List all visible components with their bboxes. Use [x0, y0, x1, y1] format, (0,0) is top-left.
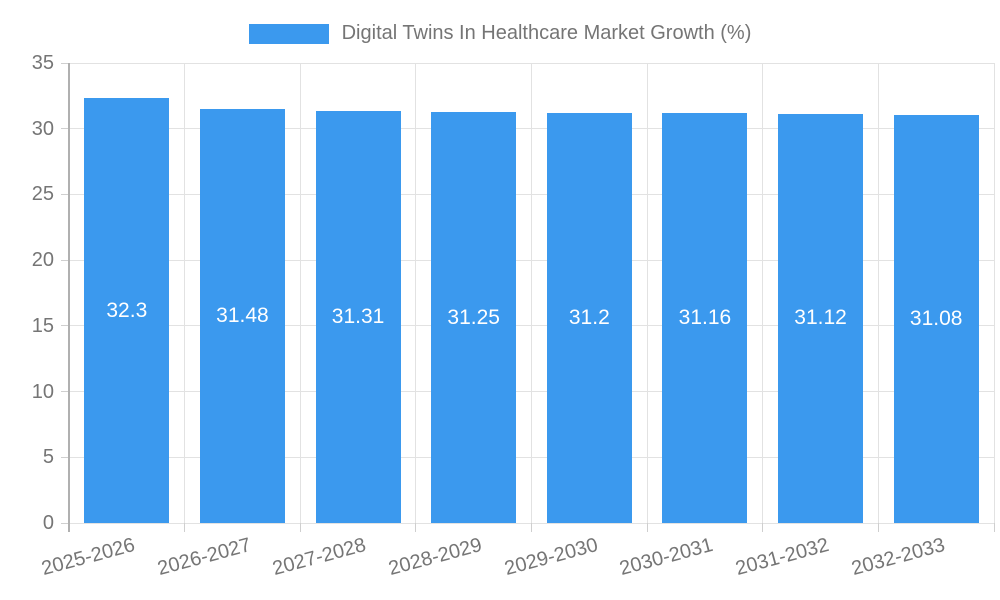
legend-swatch	[248, 23, 329, 44]
gridline-vertical	[299, 63, 301, 523]
bar-value-label: 32.3	[106, 298, 148, 322]
x-axis-tick-label: 2027-2028	[270, 534, 369, 581]
bar	[893, 114, 979, 523]
bar-value-label: 31.25	[447, 305, 500, 329]
y-axis-tick	[61, 62, 69, 64]
bar	[84, 98, 170, 523]
bar	[662, 113, 748, 523]
x-axis-tick-label: 2030-2031	[617, 534, 716, 581]
bar	[778, 113, 864, 523]
x-axis-tick	[646, 523, 648, 532]
y-axis-tick-label: 25	[31, 183, 54, 206]
gridline-vertical	[646, 63, 648, 523]
gridline-vertical	[762, 63, 764, 523]
y-axis-line	[68, 63, 70, 532]
y-axis-tick-label: 30	[31, 117, 54, 140]
y-axis-tick	[61, 193, 69, 195]
bar-value-label: 31.2	[568, 305, 610, 329]
y-axis-tick	[61, 128, 69, 130]
x-axis-tick	[877, 523, 879, 532]
bar-value-label: 31.08	[909, 306, 963, 330]
y-axis-tick-label: 5	[42, 446, 54, 469]
gridline-vertical	[877, 63, 879, 523]
gridline-vertical	[993, 63, 995, 523]
y-axis-tick	[61, 456, 69, 458]
bar	[431, 112, 517, 523]
x-axis-tick-label: 2026-2027	[155, 534, 254, 581]
bar-value-label: 31.12	[794, 306, 847, 330]
gridline-vertical	[415, 63, 417, 523]
bar	[546, 112, 632, 523]
y-axis-tick-label: 15	[31, 314, 54, 337]
bar-value-label: 31.16	[678, 306, 732, 330]
x-axis-tick	[415, 523, 417, 532]
x-axis-tick-label: 2032-2033	[848, 534, 947, 581]
x-axis-tick-label: 2028-2029	[386, 534, 485, 581]
y-axis-tick-label: 20	[31, 249, 54, 272]
x-axis-tick	[531, 523, 532, 532]
x-axis-tick-label: 2025-2026	[39, 534, 138, 581]
y-axis-tick	[61, 522, 69, 524]
gridline-vertical	[531, 63, 532, 523]
bar-value-label: 31.31	[331, 305, 385, 329]
y-axis-tick	[61, 259, 69, 261]
gridline-vertical	[184, 63, 186, 523]
legend-label: Digital Twins In Healthcare Market Growt…	[341, 22, 752, 44]
x-axis-tick	[993, 523, 995, 532]
x-axis-tick-label: 2031-2032	[733, 534, 832, 581]
y-axis-tick	[61, 325, 69, 327]
chart-legend[interactable]: Digital Twins In Healthcare Market Growt…	[0, 22, 1000, 45]
y-axis-tick	[61, 391, 69, 393]
bar	[315, 111, 401, 523]
x-axis-tick	[762, 523, 764, 532]
bar-value-label: 31.48	[216, 304, 269, 328]
y-axis-tick-label: 10	[31, 380, 54, 403]
bar	[199, 109, 285, 523]
x-axis-tick	[299, 523, 301, 532]
y-axis-tick-label: 0	[42, 512, 54, 534]
y-axis-tick-label: 35	[31, 52, 54, 74]
x-axis-tick-label: 2029-2030	[501, 534, 601, 581]
x-axis-tick	[184, 523, 186, 532]
